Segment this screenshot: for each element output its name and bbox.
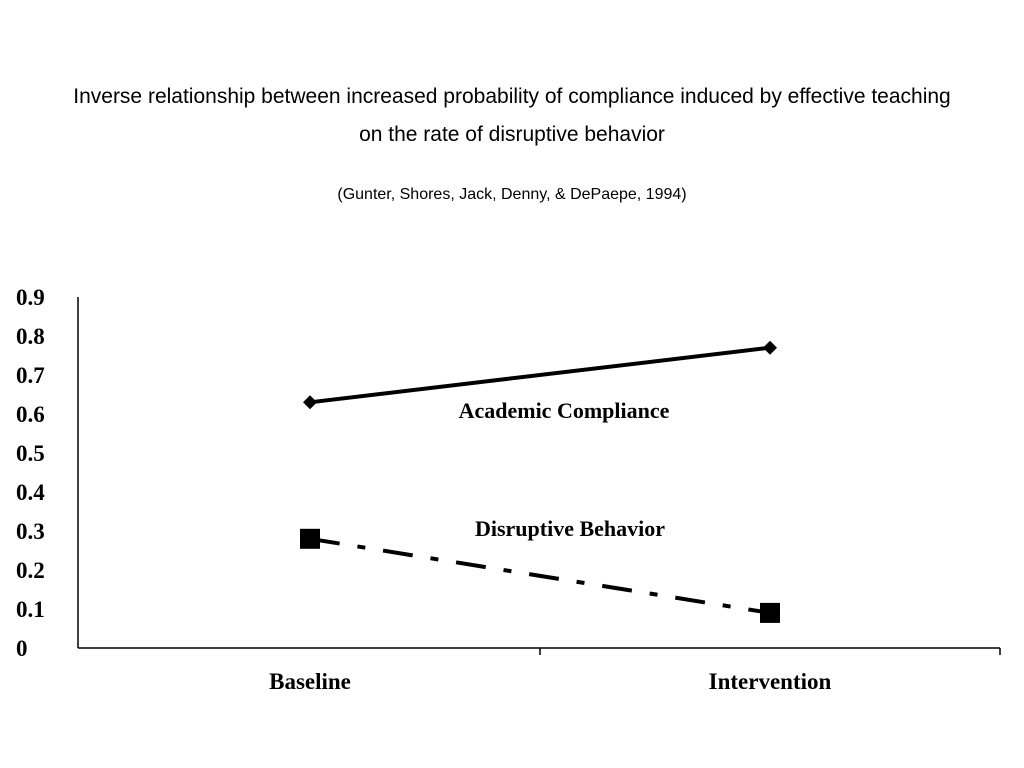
x-category-label: Intervention xyxy=(709,669,832,694)
y-tick-label: 0.8 xyxy=(16,324,45,349)
y-tick-label: 0.7 xyxy=(16,363,45,388)
y-tick-label: 0.3 xyxy=(16,519,45,544)
data-point-square xyxy=(300,528,320,549)
series-line-1 xyxy=(309,345,771,405)
data-point-diamond xyxy=(303,395,317,410)
chart-title-line-1: Inverse relationship between increased p… xyxy=(73,85,951,108)
data-point-diamond xyxy=(763,340,777,355)
chart-title: Inverse relationship between increased p… xyxy=(0,78,1024,154)
y-tick-label: 0 xyxy=(16,636,28,661)
y-tick-label: 0.4 xyxy=(16,480,45,505)
y-tick-label: 0.5 xyxy=(16,441,45,466)
y-tick-label: 0.9 xyxy=(16,285,45,310)
y-tick-label: 0.6 xyxy=(16,402,45,427)
series-label: Disruptive Behavior xyxy=(475,516,665,541)
chart-citation: (Gunter, Shores, Jack, Denny, & DePaepe,… xyxy=(337,186,687,203)
data-point-square xyxy=(760,602,780,623)
y-tick-label: 0.1 xyxy=(16,597,45,622)
x-category-label: Baseline xyxy=(269,669,351,694)
chart-title-line-2: on the rate of disruptive behavior xyxy=(359,123,665,146)
series-label: Academic Compliance xyxy=(459,398,670,423)
series-line-2 xyxy=(309,536,771,615)
y-tick-label: 0.2 xyxy=(16,558,45,583)
